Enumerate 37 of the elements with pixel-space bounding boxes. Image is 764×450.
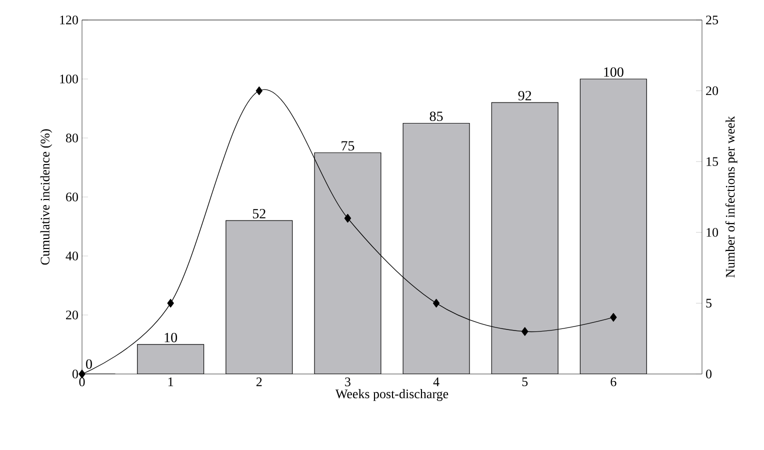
y-tick-label: 100 <box>60 74 78 84</box>
x-tick-label: 5 <box>522 378 528 386</box>
x-tick-label: 4 <box>433 378 440 386</box>
data-label: 92 <box>518 90 532 100</box>
point <box>610 312 617 322</box>
data-label: 100 <box>604 67 624 77</box>
y2-tick-label: 15 <box>706 157 718 166</box>
y2-tick-label: 0 <box>706 370 712 378</box>
data-label: 10 <box>164 332 178 342</box>
x-tick-label: 3 <box>345 378 350 386</box>
point <box>522 327 528 336</box>
point <box>78 370 86 378</box>
point <box>256 86 262 96</box>
data-label: 85 <box>430 112 443 122</box>
x-axis-title: Weeks post-discharge <box>335 389 448 401</box>
x-tick-label: 2 <box>256 378 262 386</box>
y2-tick-label: 5 <box>706 298 712 308</box>
point <box>344 214 352 223</box>
data-label: 52 <box>252 208 266 218</box>
y-tick-label: 40 <box>66 252 78 260</box>
data-label: 75 <box>342 141 354 151</box>
x-tick-label: 0 <box>79 378 85 386</box>
y-tick-label: 60 <box>66 192 78 202</box>
y-tick-label: 20 <box>66 310 78 320</box>
y-tick-label: 0 <box>72 370 78 378</box>
y2-tick-label: 20 <box>706 86 718 96</box>
point <box>167 298 174 308</box>
point <box>432 298 440 308</box>
y-tick-label: 80 <box>66 134 78 142</box>
y2-tick-label: 25 <box>706 16 718 24</box>
y-axis-title: Cumulative incidence (%) <box>40 129 52 265</box>
y2-tick-label: 10 <box>706 228 718 237</box>
x-tick-label: 1 <box>168 378 174 386</box>
y-tick-label: 120 <box>60 16 78 24</box>
x-tick-label: 6 <box>610 378 616 386</box>
y2-axis-title: Number of infections per week <box>725 116 738 278</box>
data-label: 0 <box>86 359 92 369</box>
